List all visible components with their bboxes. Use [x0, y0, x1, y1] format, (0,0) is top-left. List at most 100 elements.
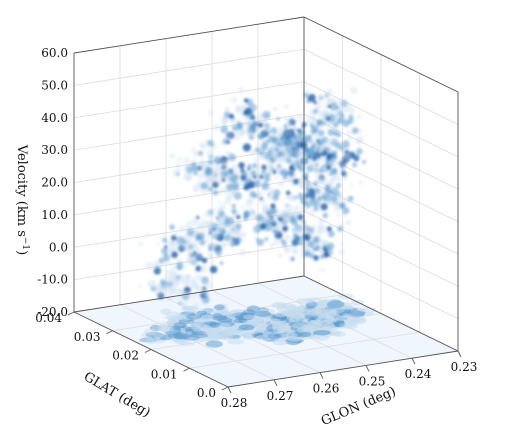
emission-voxel: [339, 146, 344, 151]
z-tick-label: 30.0: [41, 143, 68, 157]
emission-voxel: [208, 110, 214, 116]
emission-voxel: [231, 164, 239, 172]
emission-voxel: [217, 189, 223, 195]
emission-voxel: [340, 241, 345, 246]
emission-voxel: [331, 187, 339, 196]
emission-voxel: [285, 212, 291, 219]
projection-blob: [207, 326, 224, 333]
projection-blob: [203, 330, 220, 339]
emission-voxel: [223, 111, 231, 119]
emission-voxel: [342, 104, 346, 108]
tick-labels: -20.0-10.00.010.020.030.040.050.060.00.2…: [35, 46, 477, 410]
emission-voxel: [343, 197, 348, 201]
cube-edge: [73, 275, 305, 313]
emission-voxel: [178, 225, 186, 233]
projection-blob: [190, 333, 209, 338]
emission-voxel: [272, 237, 281, 246]
emission-voxel: [333, 187, 337, 191]
emission-voxel: [253, 157, 259, 163]
emission-voxel: [244, 107, 252, 116]
emission-voxel: [255, 214, 264, 223]
emission-voxel: [207, 220, 214, 228]
emission-voxel: [292, 249, 298, 255]
emission-voxel: [274, 154, 281, 161]
emission-voxel: [299, 136, 304, 142]
emission-voxel: [328, 137, 334, 144]
emission-voxel: [171, 280, 178, 287]
emission-voxel: [243, 215, 249, 221]
emission-voxel: [254, 203, 258, 207]
emission-voxel: [185, 221, 194, 230]
projection-blob: [166, 329, 180, 335]
projection-blob: [175, 322, 190, 329]
emission-voxel: [289, 165, 294, 169]
emission-voxel: [325, 126, 330, 131]
emission-voxel: [304, 187, 310, 192]
emission-voxel: [335, 182, 341, 189]
projection-blob: [209, 322, 221, 328]
projection-blob: [153, 335, 166, 344]
emission-voxel: [279, 155, 286, 162]
emission-voxel: [298, 115, 304, 121]
projection-blob: [172, 338, 187, 343]
emission-voxel: [246, 168, 252, 174]
emission-voxel: [285, 139, 292, 147]
emission-voxel: [312, 224, 317, 229]
x-tick: [227, 386, 232, 394]
emission-voxel: [192, 303, 200, 310]
emission-voxel: [253, 108, 257, 112]
projection-blob: [254, 310, 271, 317]
emission-voxel: [195, 247, 201, 254]
y-tick: [106, 330, 113, 335]
emission-voxel: [193, 166, 199, 172]
emission-voxel: [226, 177, 232, 183]
projection-blob: [145, 338, 158, 345]
emission-voxel: [201, 295, 210, 304]
emission-voxel: [195, 223, 202, 230]
emission-voxel: [269, 212, 274, 217]
emission-voxel: [178, 301, 182, 305]
emission-voxel: [338, 117, 346, 125]
emission-voxel: [219, 261, 224, 266]
emission-voxel: [250, 198, 255, 203]
emission-voxel: [183, 157, 191, 165]
emission-voxel: [243, 184, 250, 191]
grid-line: [303, 210, 459, 287]
z-axis-label-sup: −1: [20, 237, 30, 250]
projection-blob: [168, 327, 182, 336]
x-tick: [273, 379, 278, 387]
emission-voxel: [181, 301, 188, 308]
emission-voxel: [334, 172, 339, 177]
emission-voxel: [171, 251, 178, 259]
emission-voxel: [343, 109, 349, 114]
emission-voxel: [342, 99, 349, 105]
projection-blob: [276, 304, 289, 312]
emission-voxel: [259, 197, 263, 201]
grid-line: [73, 81, 305, 119]
projection-blob: [160, 323, 173, 329]
projection-blob: [327, 300, 345, 309]
emission-voxel: [212, 123, 220, 131]
emission-voxel: [220, 170, 227, 178]
emission-voxel: [181, 264, 187, 270]
emission-voxel: [177, 157, 182, 161]
emission-voxel: [261, 169, 266, 175]
emission-voxel: [340, 222, 344, 227]
emission-voxel: [217, 199, 221, 204]
emission-voxel: [186, 228, 194, 236]
z-axis-label-end: ): [14, 250, 29, 255]
emission-voxel: [294, 206, 299, 211]
emission-voxel: [280, 145, 288, 153]
emission-voxel: [340, 113, 345, 118]
emission-voxel: [240, 205, 245, 210]
emission-voxel: [204, 238, 210, 244]
emission-voxel: [282, 225, 289, 232]
emission-voxel: [198, 285, 202, 289]
emission-voxel: [313, 205, 319, 212]
projection-blob: [153, 333, 164, 339]
emission-voxel: [220, 125, 228, 134]
emission-voxel: [222, 162, 228, 169]
y-axis-label: GLAT (deg): [81, 369, 153, 420]
emission-voxel: [327, 97, 335, 105]
projection-blob: [213, 304, 225, 311]
